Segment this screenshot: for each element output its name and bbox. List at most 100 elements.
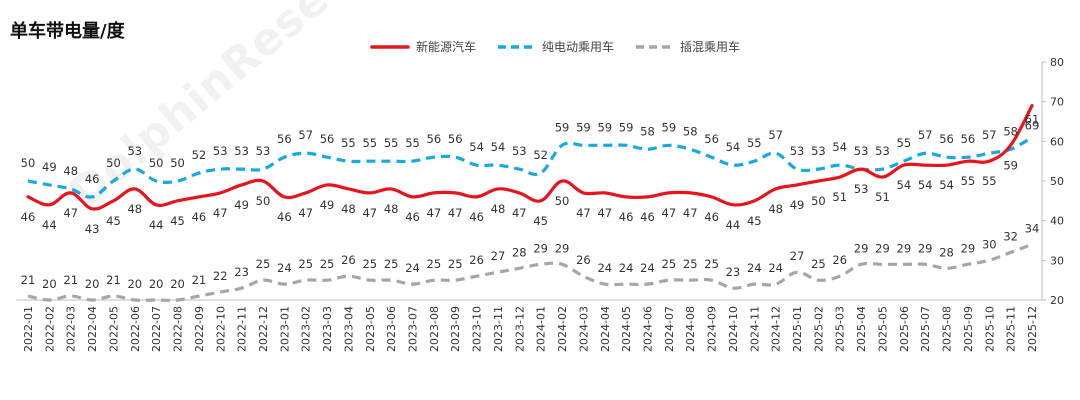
x-tick-label: 2022-04 (86, 306, 99, 352)
x-tick-label: 2023-03 (321, 306, 334, 352)
x-tick-label: 2025-01 (791, 306, 804, 352)
data-label-bev: 56 (320, 132, 335, 146)
x-tick-label: 2024-04 (599, 306, 612, 352)
data-label-nev: 44 (42, 218, 57, 232)
data-label-nev: 46 (21, 210, 36, 224)
data-label-phev: 26 (832, 253, 847, 267)
x-tick-label: 2022-06 (129, 306, 142, 352)
data-label-nev: 47 (427, 206, 442, 220)
data-label-bev: 53 (234, 144, 249, 158)
data-label-bev: 56 (448, 132, 463, 146)
data-label-nev: 48 (127, 202, 142, 216)
data-label-bev: 59 (576, 120, 591, 134)
data-label-nev: 47 (63, 206, 78, 220)
y-tick-label: 50 (1050, 175, 1064, 188)
data-label-phev: 29 (555, 241, 570, 255)
data-label-nev: 49 (234, 198, 249, 212)
legend: 新能源汽车 纯电动乘用车 插混乘用车 (370, 38, 740, 55)
data-label-phev: 29 (897, 241, 912, 255)
x-tick-label: 2025-07 (919, 306, 932, 352)
data-label-bev: 55 (341, 136, 356, 150)
data-label-bev: 55 (747, 136, 762, 150)
data-label-bev: 53 (854, 144, 869, 158)
y-tick-label: 20 (1050, 294, 1064, 307)
data-label-phev: 29 (961, 241, 976, 255)
y-tick-label: 80 (1050, 56, 1064, 69)
data-label-phev: 29 (854, 241, 869, 255)
data-label-bev: 58 (640, 124, 655, 138)
data-label-nev: 50 (256, 194, 271, 208)
data-label-phev: 25 (662, 257, 677, 271)
data-label-nev: 55 (961, 174, 976, 188)
series-line-0 (26, 104, 1034, 211)
data-label-bev: 53 (512, 144, 527, 158)
x-tick-label: 2024-06 (641, 306, 654, 352)
data-label-phev: 24 (405, 261, 420, 275)
data-label-nev: 47 (298, 206, 313, 220)
data-label-phev: 28 (512, 245, 527, 259)
data-label-nev: 54 (897, 178, 912, 192)
data-label-bev: 56 (704, 132, 719, 146)
data-label-phev: 22 (213, 269, 228, 283)
data-label-phev: 29 (918, 241, 933, 255)
data-label-phev: 23 (726, 265, 741, 279)
data-label-nev: 54 (939, 178, 954, 192)
x-tick-label: 2024-01 (535, 306, 548, 352)
data-label-bev: 53 (256, 144, 271, 158)
data-label-bev: 58 (683, 124, 698, 138)
x-tick-label: 2023-08 (428, 306, 441, 352)
x-tick-label: 2024-09 (706, 306, 719, 352)
data-label-bev: 53 (213, 144, 228, 158)
data-label-nev: 47 (512, 206, 527, 220)
x-tick-label: 2024-11 (748, 306, 761, 352)
data-label-bev: 48 (63, 164, 78, 178)
data-label-nev: 46 (704, 210, 719, 224)
x-tick-label: 2025-04 (855, 306, 868, 352)
data-label-nev: 48 (384, 202, 399, 216)
data-label-bev: 55 (897, 136, 912, 150)
data-label-bev: 55 (384, 136, 399, 150)
data-label-bev: 50 (149, 156, 164, 170)
data-label-phev: 21 (192, 273, 207, 287)
x-tick-label: 2022-01 (22, 306, 35, 352)
data-label-nev: 49 (790, 198, 805, 212)
data-label-phev: 25 (811, 257, 826, 271)
chart-title: 单车带电量/度 (10, 21, 125, 42)
data-label-bev: 56 (427, 132, 442, 146)
y-tick-label: 30 (1050, 254, 1064, 267)
data-label-phev: 34 (1025, 221, 1040, 235)
data-label-bev: 53 (127, 144, 142, 158)
data-label-phev: 20 (42, 277, 57, 291)
x-tick-label: 2023-06 (385, 306, 398, 352)
data-label-phev: 25 (384, 257, 399, 271)
data-label-phev: 21 (63, 273, 78, 287)
x-tick-label: 2024-03 (577, 306, 590, 352)
data-label-phev: 24 (747, 261, 762, 275)
data-label-nev: 47 (362, 206, 377, 220)
x-tick-label: 2022-02 (43, 306, 56, 352)
data-label-nev: 69 (1025, 119, 1040, 133)
data-label-phev: 25 (362, 257, 377, 271)
legend-item-bev: 纯电动乘用车 (496, 38, 614, 55)
data-label-nev: 45 (170, 214, 185, 228)
data-label-bev: 57 (918, 128, 933, 142)
data-label-bev: 49 (42, 160, 57, 174)
data-label-nev: 48 (491, 202, 506, 216)
x-tick-label: 2025-11 (1005, 306, 1018, 352)
data-label-phev: 25 (704, 257, 719, 271)
data-label-bev: 50 (106, 156, 121, 170)
data-label-bev: 57 (298, 128, 313, 142)
data-label-phev: 20 (170, 277, 185, 291)
data-label-bev: 54 (726, 140, 741, 154)
x-tick-label: 2023-02 (300, 306, 313, 352)
data-label-phev: 25 (448, 257, 463, 271)
data-label-phev: 28 (939, 245, 954, 259)
data-label-bev: 50 (170, 156, 185, 170)
x-tick-label: 2023-11 (492, 306, 505, 352)
data-label-bev: 59 (555, 120, 570, 134)
x-tick-label: 2024-05 (620, 306, 633, 352)
data-label-phev: 25 (427, 257, 442, 271)
data-label-nev: 44 (726, 218, 741, 232)
